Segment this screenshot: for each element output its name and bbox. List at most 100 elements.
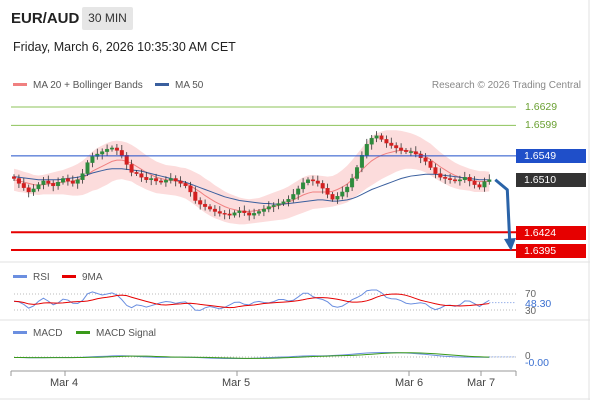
ma20-line xyxy=(13,149,490,212)
macd-zero-label: 0 xyxy=(525,351,531,362)
candle-body xyxy=(413,151,418,155)
candle xyxy=(139,169,144,182)
candle xyxy=(389,137,394,149)
candle-body xyxy=(105,148,110,152)
candle xyxy=(433,163,438,179)
candle-body xyxy=(404,150,409,152)
candle xyxy=(325,183,330,199)
timeframe-button[interactable]: 30 MIN xyxy=(82,7,133,30)
legend-ma50: MA 50 xyxy=(155,80,203,91)
candle-body xyxy=(330,194,335,200)
ma20-swatch-icon xyxy=(13,82,27,86)
candle xyxy=(438,168,443,181)
candle-body xyxy=(51,183,56,187)
candle xyxy=(149,175,154,186)
candle-body xyxy=(114,147,119,151)
candle-body xyxy=(75,179,80,184)
candle xyxy=(46,175,51,187)
candle-body xyxy=(168,178,173,181)
candle xyxy=(335,192,340,204)
candle xyxy=(70,175,75,187)
candle-body xyxy=(203,203,208,207)
candle xyxy=(423,153,428,166)
bollinger-band xyxy=(14,130,490,225)
candle xyxy=(198,197,203,210)
candle xyxy=(296,185,301,200)
candle-body xyxy=(242,210,247,213)
candle-body xyxy=(85,162,90,174)
current-price-tag: 1.6510 xyxy=(516,173,586,187)
candle-body xyxy=(41,180,46,185)
candle xyxy=(237,206,242,218)
macd-swatch-icon xyxy=(13,330,27,334)
candle-body xyxy=(482,181,487,188)
support2-tag: 1.6395 xyxy=(516,244,586,258)
candle xyxy=(134,169,139,177)
candle-body xyxy=(198,200,203,205)
candle xyxy=(109,145,114,152)
candle xyxy=(453,177,458,184)
candle xyxy=(75,176,80,189)
legend-macd: MACD xyxy=(13,328,62,339)
candle-body xyxy=(124,155,129,165)
legend-ma50-label: MA 50 xyxy=(175,80,204,91)
candle xyxy=(301,178,306,193)
candle xyxy=(340,186,345,200)
candle-body xyxy=(359,155,364,168)
candle-body xyxy=(257,211,262,214)
candle xyxy=(114,144,119,156)
instrument-label: EUR/AUD xyxy=(11,10,80,27)
candle-body xyxy=(384,139,389,144)
candle xyxy=(276,198,281,210)
macd-signal-line xyxy=(13,352,490,359)
candle xyxy=(252,208,257,220)
candle xyxy=(183,180,188,189)
candle-body xyxy=(227,213,232,216)
candle xyxy=(36,182,41,192)
candle-body xyxy=(26,187,31,193)
candle xyxy=(247,209,252,221)
candle-body xyxy=(310,179,315,182)
candle-body xyxy=(247,212,252,216)
candle-body xyxy=(472,180,477,185)
legend-rsi-ma-label: 9MA xyxy=(82,272,103,283)
candle-body xyxy=(129,164,134,173)
candle-body xyxy=(252,213,257,216)
candle-body xyxy=(31,188,36,193)
candle-body xyxy=(217,211,222,214)
candle-body xyxy=(291,194,296,200)
rsi-line xyxy=(13,289,490,311)
candle xyxy=(286,195,291,207)
ma50-swatch-icon xyxy=(155,82,169,86)
pivot-tag: 1.6549 xyxy=(516,149,586,163)
forecast-arrow-head-icon xyxy=(504,237,516,251)
candle-body xyxy=(448,178,453,180)
candle xyxy=(95,148,100,160)
legend-rsi: RSI xyxy=(13,272,50,283)
candle xyxy=(124,152,129,170)
candle xyxy=(394,142,399,154)
credit-text: Research © 2026 Trading Central xyxy=(431,80,581,91)
legend-macd-signal: MACD Signal xyxy=(76,328,156,339)
candle xyxy=(404,147,409,155)
xaxis-tick-mar4: Mar 4 xyxy=(50,377,79,389)
level-r1-label: 1.6599 xyxy=(525,119,558,131)
candle-body xyxy=(188,185,193,193)
candle-body xyxy=(90,156,95,163)
candle xyxy=(26,184,31,198)
candle-body xyxy=(207,206,212,210)
candle xyxy=(242,205,247,216)
candle-body xyxy=(21,183,26,188)
candle-body xyxy=(443,177,448,179)
candle xyxy=(203,199,208,211)
candle-body xyxy=(301,182,306,190)
candle-body xyxy=(178,180,183,184)
candle xyxy=(193,186,198,204)
candle xyxy=(61,176,66,185)
candle-body xyxy=(369,137,374,145)
candle-body xyxy=(271,205,276,207)
candle xyxy=(261,205,266,217)
candle xyxy=(31,184,36,196)
candle-body xyxy=(281,201,286,204)
